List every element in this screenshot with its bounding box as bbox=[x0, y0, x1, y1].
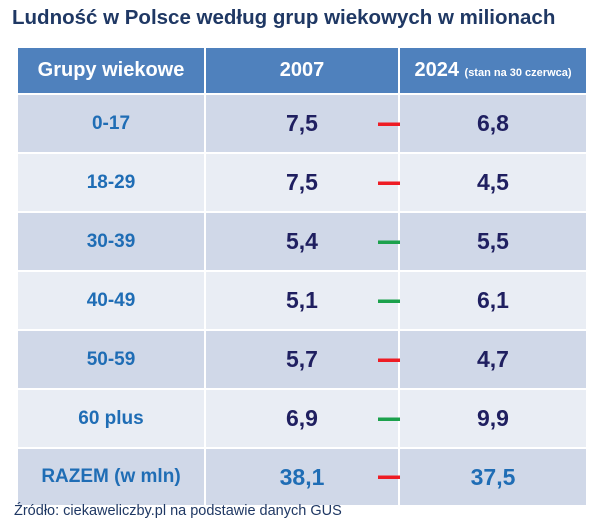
value-2007-text: 6,9 bbox=[286, 405, 318, 431]
total-value-2024: 37,5 bbox=[398, 447, 588, 507]
header-2007: 2007 bbox=[204, 46, 400, 95]
value-2024: 6,1 bbox=[398, 270, 588, 331]
value-2007-text: 7,5 bbox=[286, 169, 318, 195]
age-group-label: 30-39 bbox=[16, 211, 206, 272]
total-value-2007: 38,1 bbox=[204, 447, 426, 507]
table-row: 0-17 7,5 6,8 bbox=[16, 93, 588, 154]
value-2024: 4,5 bbox=[398, 152, 588, 213]
header-2024: 2024 (stan na 30 czerwca) bbox=[398, 46, 588, 95]
header-age-groups: Grupy wiekowe bbox=[16, 46, 206, 95]
header-2024-note: (stan na 30 czerwca) bbox=[464, 67, 572, 79]
total-label: RAZEM (w mln) bbox=[16, 447, 206, 507]
value-2007-text: 5,7 bbox=[286, 346, 318, 372]
header-2024-year: 2024 bbox=[414, 59, 459, 81]
value-2007-text: 38,1 bbox=[279, 463, 325, 490]
value-2024: 4,7 bbox=[398, 329, 588, 390]
value-2007: 7,5 bbox=[204, 152, 426, 213]
table-row: 40-49 5,1 6,1 bbox=[16, 270, 588, 331]
value-2007: 5,4 bbox=[204, 211, 426, 272]
chart-title: Ludność w Polsce według grup wiekowych w… bbox=[12, 6, 556, 29]
age-group-label: 18-29 bbox=[16, 152, 206, 213]
table-row: 30-39 5,4 5,5 bbox=[16, 211, 588, 272]
age-group-label: 50-59 bbox=[16, 329, 206, 390]
table-body: 0-17 7,5 6,8 18-29 7,5 4,5 30-39 5,4 5,5 40-49 5,1… bbox=[16, 93, 588, 507]
value-2007-text: 5,1 bbox=[286, 287, 318, 313]
total-row: RAZEM (w mln) 38,1 37,5 bbox=[16, 447, 588, 507]
value-2024: 9,9 bbox=[398, 388, 588, 449]
population-table: Grupy wiekowe 2007 2024 (stan na 30 czer… bbox=[16, 46, 588, 507]
value-2007-text: 5,4 bbox=[286, 228, 318, 254]
source-note: Źródło: ciekaweliczby.pl na podstawie da… bbox=[14, 503, 342, 519]
age-group-label: 60 plus bbox=[16, 388, 206, 449]
value-2007-text: 7,5 bbox=[286, 110, 318, 136]
value-2007: 5,7 bbox=[204, 329, 426, 390]
value-2024: 5,5 bbox=[398, 211, 588, 272]
value-2007: 7,5 bbox=[204, 93, 426, 154]
table-row: 50-59 5,7 4,7 bbox=[16, 329, 588, 390]
header-row: Grupy wiekowe 2007 2024 (stan na 30 czer… bbox=[16, 46, 588, 95]
age-group-label: 0-17 bbox=[16, 93, 206, 154]
table-row: 18-29 7,5 4,5 bbox=[16, 152, 588, 213]
table-row: 60 plus 6,9 9,9 bbox=[16, 388, 588, 449]
age-group-label: 40-49 bbox=[16, 270, 206, 331]
value-2007: 5,1 bbox=[204, 270, 426, 331]
value-2007: 6,9 bbox=[204, 388, 426, 449]
value-2024: 6,8 bbox=[398, 93, 588, 154]
